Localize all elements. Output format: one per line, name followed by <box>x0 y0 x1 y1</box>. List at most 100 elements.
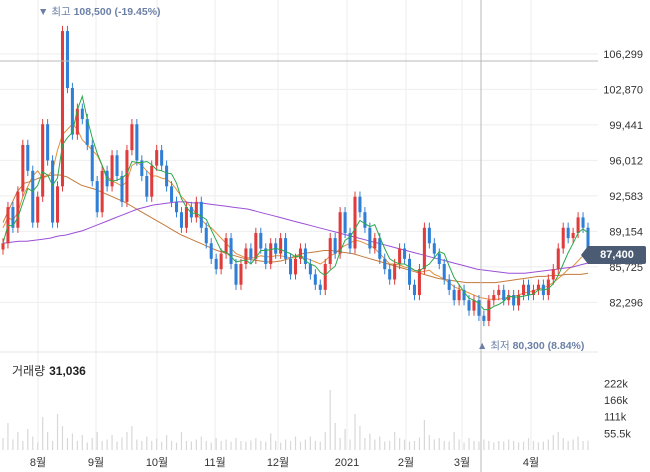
candle-body <box>417 269 421 296</box>
date-tick-label: 10월 <box>146 456 168 469</box>
volume-value: 31,036 <box>49 364 86 378</box>
candle-body <box>41 124 45 197</box>
volume-bar <box>17 432 19 450</box>
volume-bar <box>205 441 207 450</box>
volume-tick-label: 111k <box>604 412 627 424</box>
candle-body <box>576 217 580 233</box>
volume-bar <box>542 441 544 450</box>
volume-bar <box>582 441 584 450</box>
candle-body <box>492 295 496 301</box>
candle-body <box>229 238 233 264</box>
candle-body <box>388 269 392 280</box>
candle-body <box>269 243 273 264</box>
price-tick-label: 85,725 <box>609 262 643 274</box>
volume-tick-label: 166k <box>604 395 628 407</box>
highest-price-annotation: ▼ 최고 108,500 (-19.45%) <box>38 4 161 19</box>
volume-bar <box>364 438 366 450</box>
volume-bar <box>408 441 411 450</box>
moving-average-line-3 <box>2 201 589 274</box>
candle-body <box>403 248 407 259</box>
volume-bar <box>433 439 435 450</box>
volume-bar <box>240 441 242 450</box>
candle-body <box>224 238 228 254</box>
candle-body <box>249 248 253 259</box>
candle-body <box>100 170 104 213</box>
price-tick-label: 99,441 <box>609 120 643 132</box>
date-tick-label: 4월 <box>523 456 539 469</box>
candle-body <box>239 264 243 285</box>
candle-body <box>373 238 377 249</box>
volume-bar <box>567 441 569 450</box>
up-triangle-icon: ▲ <box>477 340 488 352</box>
volume-bar <box>334 423 336 450</box>
date-tick-label: 11월 <box>204 456 226 469</box>
volume-bar <box>443 441 445 450</box>
candle-body <box>467 300 471 311</box>
date-tick-label: 9월 <box>88 456 104 469</box>
volume-bar <box>47 432 49 450</box>
candle-body <box>517 295 521 306</box>
volume-bar <box>27 429 29 450</box>
candle-body <box>447 279 451 290</box>
candle-body <box>348 232 352 249</box>
candle-body <box>209 243 213 259</box>
candle-body <box>308 264 312 275</box>
candle-body <box>56 186 60 223</box>
volume-bar <box>32 436 34 450</box>
candle-body <box>11 207 15 228</box>
volume-bar <box>324 432 326 450</box>
candle-body <box>333 238 337 254</box>
moving-average-line-0 <box>2 94 589 311</box>
volume-bar <box>354 414 356 450</box>
date-tick-label: 2월 <box>398 456 414 469</box>
volume-bar <box>170 441 173 450</box>
volume-bar <box>532 441 535 450</box>
candle-body <box>199 201 203 228</box>
volume-bar <box>210 442 212 450</box>
volume-bar <box>304 439 307 450</box>
volume-bar <box>498 441 500 450</box>
candle-body <box>556 248 560 270</box>
candle-body <box>398 248 402 264</box>
candle-body <box>462 289 466 301</box>
candle-body <box>412 284 417 296</box>
candle-body <box>293 258 298 275</box>
price-tick-label: 106,299 <box>603 49 643 61</box>
volume-bar <box>394 432 396 450</box>
volume-bar <box>66 438 69 450</box>
volume-bar <box>161 441 163 450</box>
volume-bar <box>200 436 202 450</box>
volume-bar <box>359 426 361 450</box>
candle-body <box>85 119 89 145</box>
volume-bar <box>270 433 272 450</box>
volume-bar <box>428 435 430 450</box>
volume-bar <box>413 441 416 450</box>
volume-bar <box>96 432 98 450</box>
volume-bar <box>369 433 371 450</box>
candle-body <box>427 227 431 244</box>
candle-body <box>46 124 50 161</box>
volume-bar <box>522 441 525 450</box>
candle-body <box>140 160 144 176</box>
volume-bar <box>151 441 153 450</box>
candle-body <box>259 232 263 249</box>
candle-body <box>21 144 25 192</box>
volume-bar <box>71 433 74 450</box>
volume-bar <box>473 441 475 450</box>
candle-body <box>323 264 327 290</box>
price-tick-label: 82,296 <box>609 297 643 309</box>
volume-axis: 222k 166k 111k 55.5k <box>604 378 631 440</box>
candle-body <box>70 88 74 135</box>
volume-bar <box>448 441 450 450</box>
volume-bar <box>22 441 24 450</box>
candle-body <box>90 144 94 182</box>
candle-body <box>135 124 139 161</box>
volume-bar <box>235 438 237 450</box>
volume-bar <box>349 439 351 450</box>
candle-body <box>51 160 55 223</box>
lowest-value: 80,300 (8.84%) <box>512 340 585 352</box>
candle-body <box>422 227 426 270</box>
volume-bar <box>42 417 44 450</box>
volume-bar <box>141 441 143 450</box>
